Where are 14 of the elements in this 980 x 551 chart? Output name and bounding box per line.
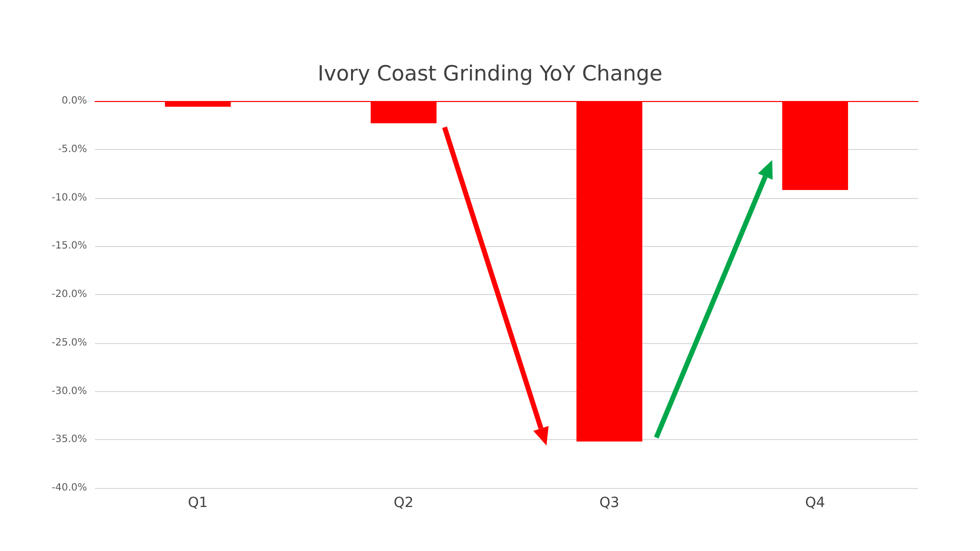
- y-tick-label: -30.0%: [52, 386, 87, 397]
- x-tick-label: Q1: [188, 495, 208, 511]
- x-tick-label: Q4: [805, 495, 826, 511]
- y-tick-label: -5.0%: [58, 144, 87, 155]
- y-tick-label: -35.0%: [52, 434, 87, 446]
- y-tick-label: -10.0%: [52, 192, 87, 204]
- chart-title: Ivory Coast Grinding YoY Change: [318, 62, 662, 86]
- x-tick-label: Q2: [394, 495, 414, 511]
- x-tick-label: Q3: [599, 495, 620, 511]
- y-tick-label: -15.0%: [52, 240, 87, 252]
- y-tick-label: -40.0%: [52, 482, 87, 494]
- y-tick-label: -20.0%: [52, 289, 87, 300]
- y-tick-label: 0.0%: [62, 96, 87, 106]
- y-tick-label: -25.0%: [52, 337, 87, 348]
